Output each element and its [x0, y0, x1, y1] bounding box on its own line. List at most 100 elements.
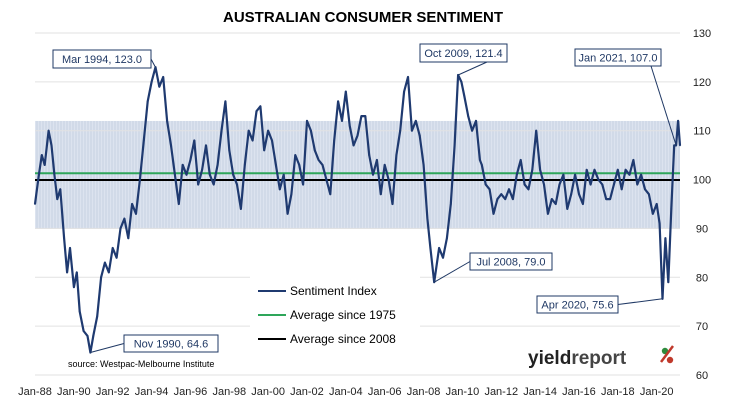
sentiment-point	[263, 149, 266, 152]
sentiment-point	[475, 120, 477, 122]
sentiment-point	[139, 178, 141, 181]
sentiment-point	[500, 193, 503, 196]
callout-label: Mar 1994, 123.0	[62, 54, 142, 66]
sentiment-point	[185, 173, 188, 176]
sentiment-point	[205, 144, 207, 147]
sentiment-point	[348, 124, 351, 127]
y-tick-label: 130	[693, 28, 711, 40]
sentiment-point	[372, 173, 374, 176]
callout-leader	[90, 343, 125, 354]
brand-part-yield: yield	[528, 348, 571, 369]
y-tick-label: 60	[696, 370, 708, 382]
sentiment-point	[181, 164, 184, 166]
sentiment-point	[508, 188, 510, 191]
callout-layer: Mar 1994, 123.0 Nov 1990, 64.6 Oct 2009, 1…	[52, 43, 677, 354]
sentiment-point	[609, 198, 611, 201]
sentiment-point	[150, 81, 153, 83]
sentiment-point	[92, 335, 95, 337]
callout-label: Apr 2020, 75.6	[541, 300, 613, 312]
sentiment-point	[53, 173, 56, 176]
x-tick-label: Jan-08	[407, 386, 441, 398]
sentiment-point	[329, 193, 332, 196]
sentiment-point	[426, 217, 429, 220]
sentiment-point	[519, 159, 522, 161]
sentiment-point	[504, 198, 507, 201]
sentiment-point	[446, 237, 448, 240]
sentiment-point	[515, 173, 518, 176]
sentiment-point	[216, 164, 219, 166]
sentiment-point	[251, 139, 254, 142]
sentiment-point	[201, 168, 204, 171]
callout-box	[419, 43, 508, 63]
sentiment-point	[488, 188, 491, 191]
sentiment-point	[73, 286, 75, 288]
sentiment-point	[679, 144, 681, 147]
sentiment-point	[255, 110, 258, 113]
chart-title: AUSTRALIAN CONSUMER SENTIMENT	[223, 9, 503, 26]
sentiment-point	[232, 173, 235, 176]
x-tick-label: Jan-14	[523, 386, 557, 398]
sentiment-point	[174, 173, 176, 176]
x-tick-label: Jan-02	[290, 386, 324, 398]
x-tick-label: Jan-98	[212, 386, 246, 398]
sentiment-point	[313, 149, 316, 152]
sentiment-point	[403, 90, 405, 93]
sentiment-point	[554, 203, 557, 205]
x-tick-label: Jan-96	[174, 386, 208, 398]
sentiment-point	[414, 120, 417, 122]
sentiment-point	[422, 164, 425, 166]
sentiment-point	[166, 120, 169, 122]
sentiment-point	[142, 139, 145, 142]
sentiment-point	[467, 115, 470, 117]
sentiment-point	[418, 134, 421, 137]
sentiment-point	[197, 183, 200, 186]
sentiment-point	[593, 168, 596, 171]
sentiment-point	[387, 178, 390, 181]
sentiment-point	[383, 164, 386, 166]
sentiment-point	[651, 212, 654, 215]
x-tick-label: Jan-16	[562, 386, 596, 398]
sentiment-point	[636, 183, 639, 186]
sentiment-point	[162, 76, 165, 78]
sentiment-point	[480, 164, 483, 166]
sentiment-point	[294, 154, 297, 157]
sentiment-point	[644, 188, 646, 191]
sentiment-point	[306, 120, 308, 122]
sentiment-point	[146, 100, 149, 103]
legend: Sentiment Index Average since 1975 Average…	[250, 276, 420, 354]
sentiment-point	[78, 310, 81, 313]
sentiment-point	[648, 193, 650, 196]
sentiment-point	[286, 212, 289, 215]
callout-box	[574, 48, 662, 67]
sentiment-point	[100, 276, 102, 279]
sentiment-point	[570, 193, 573, 196]
sentiment-point	[220, 129, 223, 132]
sentiment-point	[429, 247, 432, 249]
sentiment-point	[512, 198, 514, 201]
sentiment-point	[86, 335, 89, 337]
sentiment-point	[558, 183, 561, 186]
sentiment-point	[632, 159, 635, 161]
sentiment-point	[333, 139, 336, 142]
sentiment-point	[228, 149, 231, 152]
y-tick-label: 110	[693, 126, 711, 138]
callout-box	[536, 295, 619, 314]
sentiment-point	[531, 168, 534, 171]
sentiment-point	[50, 144, 53, 147]
sentiment-point	[496, 198, 499, 201]
y-tick-label: 120	[693, 77, 711, 89]
sentiment-point	[527, 188, 530, 191]
sentiment-point	[411, 129, 413, 132]
x-tick-label: Jan-04	[329, 386, 363, 398]
sentiment-point	[177, 203, 180, 205]
sentiment-point	[670, 208, 673, 210]
sentiment-point	[438, 247, 440, 249]
source-note: source: Westpac-Melbourne Institute	[68, 359, 214, 369]
sentiment-point	[605, 198, 608, 201]
sentiment-point	[290, 193, 293, 196]
sentiment-point	[193, 139, 196, 142]
sentiment-point	[208, 173, 211, 176]
sentiment-point	[460, 81, 463, 83]
sentiment-point	[302, 183, 304, 186]
sentiment-point	[243, 164, 246, 166]
